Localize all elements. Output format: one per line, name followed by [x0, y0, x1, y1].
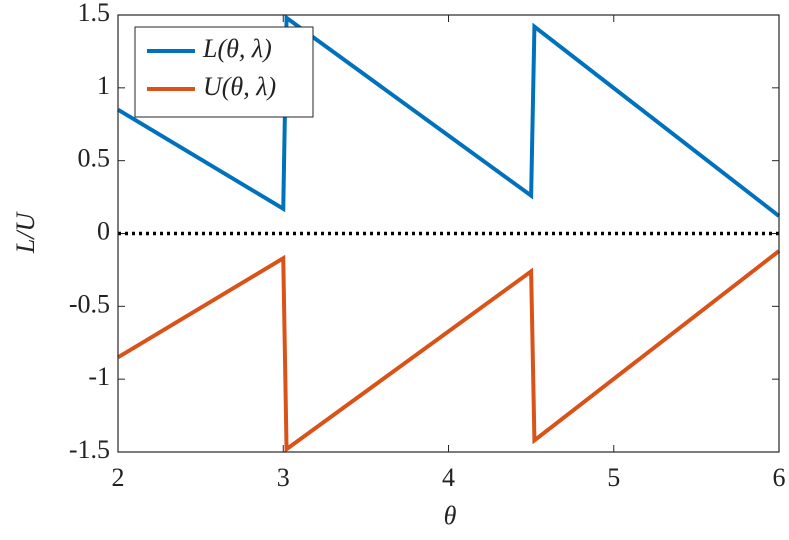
y-tick-label: -1: [88, 362, 110, 391]
legend-label: U(θ, λ): [203, 72, 276, 101]
x-tick-label: 5: [607, 463, 620, 492]
data-line: [116, 14, 781, 218]
y-tick-label: -0.5: [69, 289, 110, 318]
legend-label: L(θ, λ): [202, 34, 272, 63]
legend-box: [134, 26, 314, 118]
x-axis-label: θ: [444, 501, 457, 530]
x-tick-label: 4: [442, 463, 455, 492]
data-line: [116, 249, 781, 453]
y-tick-label: 0: [97, 216, 110, 245]
y-tick-label: 1.5: [78, 0, 111, 27]
y-tick-label: -1.5: [69, 435, 110, 464]
x-tick-label: 6: [773, 463, 786, 492]
y-tick-label: 0.5: [78, 144, 111, 173]
y-tick-label: 1: [97, 71, 110, 100]
axes-box: [117, 14, 780, 453]
x-tick-label: 3: [277, 463, 290, 492]
x-tick-label: 2: [112, 463, 125, 492]
y-axis-label: L/U: [11, 211, 40, 255]
